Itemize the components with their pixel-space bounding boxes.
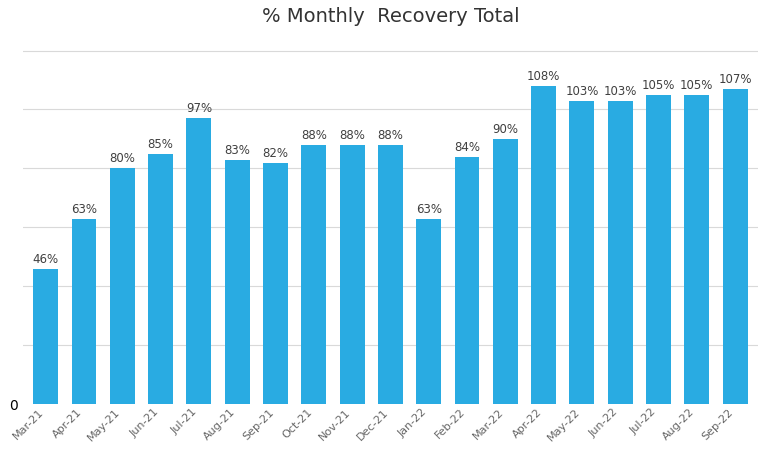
- Bar: [723, 89, 747, 404]
- Bar: [340, 145, 365, 404]
- Text: 103%: 103%: [565, 85, 598, 98]
- Bar: [569, 101, 594, 404]
- Text: 105%: 105%: [642, 79, 675, 92]
- Bar: [646, 95, 671, 404]
- Text: 84%: 84%: [454, 141, 480, 154]
- Text: 85%: 85%: [148, 138, 174, 151]
- Bar: [607, 101, 633, 404]
- Text: 103%: 103%: [604, 85, 637, 98]
- Text: 107%: 107%: [718, 73, 752, 86]
- Text: 46%: 46%: [33, 252, 59, 266]
- Title: % Monthly  Recovery Total: % Monthly Recovery Total: [262, 7, 519, 26]
- Text: 105%: 105%: [680, 79, 714, 92]
- Text: 80%: 80%: [109, 153, 135, 166]
- Text: 88%: 88%: [301, 129, 327, 142]
- Bar: [416, 219, 441, 404]
- Text: 63%: 63%: [71, 202, 97, 216]
- Bar: [685, 95, 709, 404]
- Bar: [225, 160, 249, 404]
- Text: 83%: 83%: [224, 144, 250, 157]
- Bar: [378, 145, 403, 404]
- Text: 63%: 63%: [415, 202, 441, 216]
- Bar: [454, 157, 480, 404]
- Bar: [148, 154, 173, 404]
- Bar: [531, 86, 556, 404]
- Bar: [187, 118, 211, 404]
- Text: 88%: 88%: [339, 129, 365, 142]
- Bar: [263, 162, 288, 404]
- Text: 97%: 97%: [186, 103, 212, 115]
- Bar: [110, 168, 135, 404]
- Text: 88%: 88%: [377, 129, 403, 142]
- Text: 82%: 82%: [262, 147, 288, 160]
- Bar: [301, 145, 326, 404]
- Bar: [33, 269, 58, 404]
- Text: 108%: 108%: [527, 70, 560, 83]
- Bar: [493, 139, 518, 404]
- Bar: [72, 219, 96, 404]
- Text: 90%: 90%: [493, 123, 518, 136]
